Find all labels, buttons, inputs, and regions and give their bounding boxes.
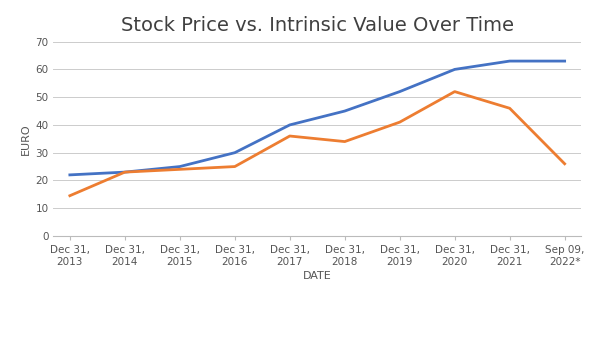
- Line: EPRA NAV (adjusted) or NTA per share: EPRA NAV (adjusted) or NTA per share: [70, 61, 565, 175]
- EPRA NAV (adjusted) or NTA per share: [66, 173, 74, 177]
- stock price: [286, 134, 294, 138]
- EPRA NAV (adjusted) or NTA per share: [506, 59, 513, 63]
- X-axis label: DATE: DATE: [303, 271, 331, 281]
- stock price: [506, 106, 513, 110]
- stock price: [451, 90, 458, 94]
- stock price: [396, 120, 403, 124]
- Y-axis label: EURO: EURO: [21, 123, 31, 155]
- stock price: [561, 162, 568, 166]
- EPRA NAV (adjusted) or NTA per share: [231, 151, 238, 155]
- EPRA NAV (adjusted) or NTA per share: [396, 90, 403, 94]
- EPRA NAV (adjusted) or NTA per share: [176, 164, 183, 169]
- stock price: [231, 164, 238, 169]
- EPRA NAV (adjusted) or NTA per share: [451, 67, 458, 71]
- Legend: EPRA NAV (adjusted) or NTA per share, stock price: EPRA NAV (adjusted) or NTA per share, st…: [136, 342, 498, 347]
- EPRA NAV (adjusted) or NTA per share: [286, 123, 294, 127]
- stock price: [176, 167, 183, 171]
- Title: Stock Price vs. Intrinsic Value Over Time: Stock Price vs. Intrinsic Value Over Tim…: [121, 16, 514, 35]
- Line: stock price: stock price: [70, 92, 565, 196]
- EPRA NAV (adjusted) or NTA per share: [341, 109, 348, 113]
- EPRA NAV (adjusted) or NTA per share: [561, 59, 568, 63]
- stock price: [122, 170, 129, 174]
- stock price: [341, 139, 348, 144]
- stock price: [66, 194, 74, 198]
- EPRA NAV (adjusted) or NTA per share: [122, 170, 129, 174]
